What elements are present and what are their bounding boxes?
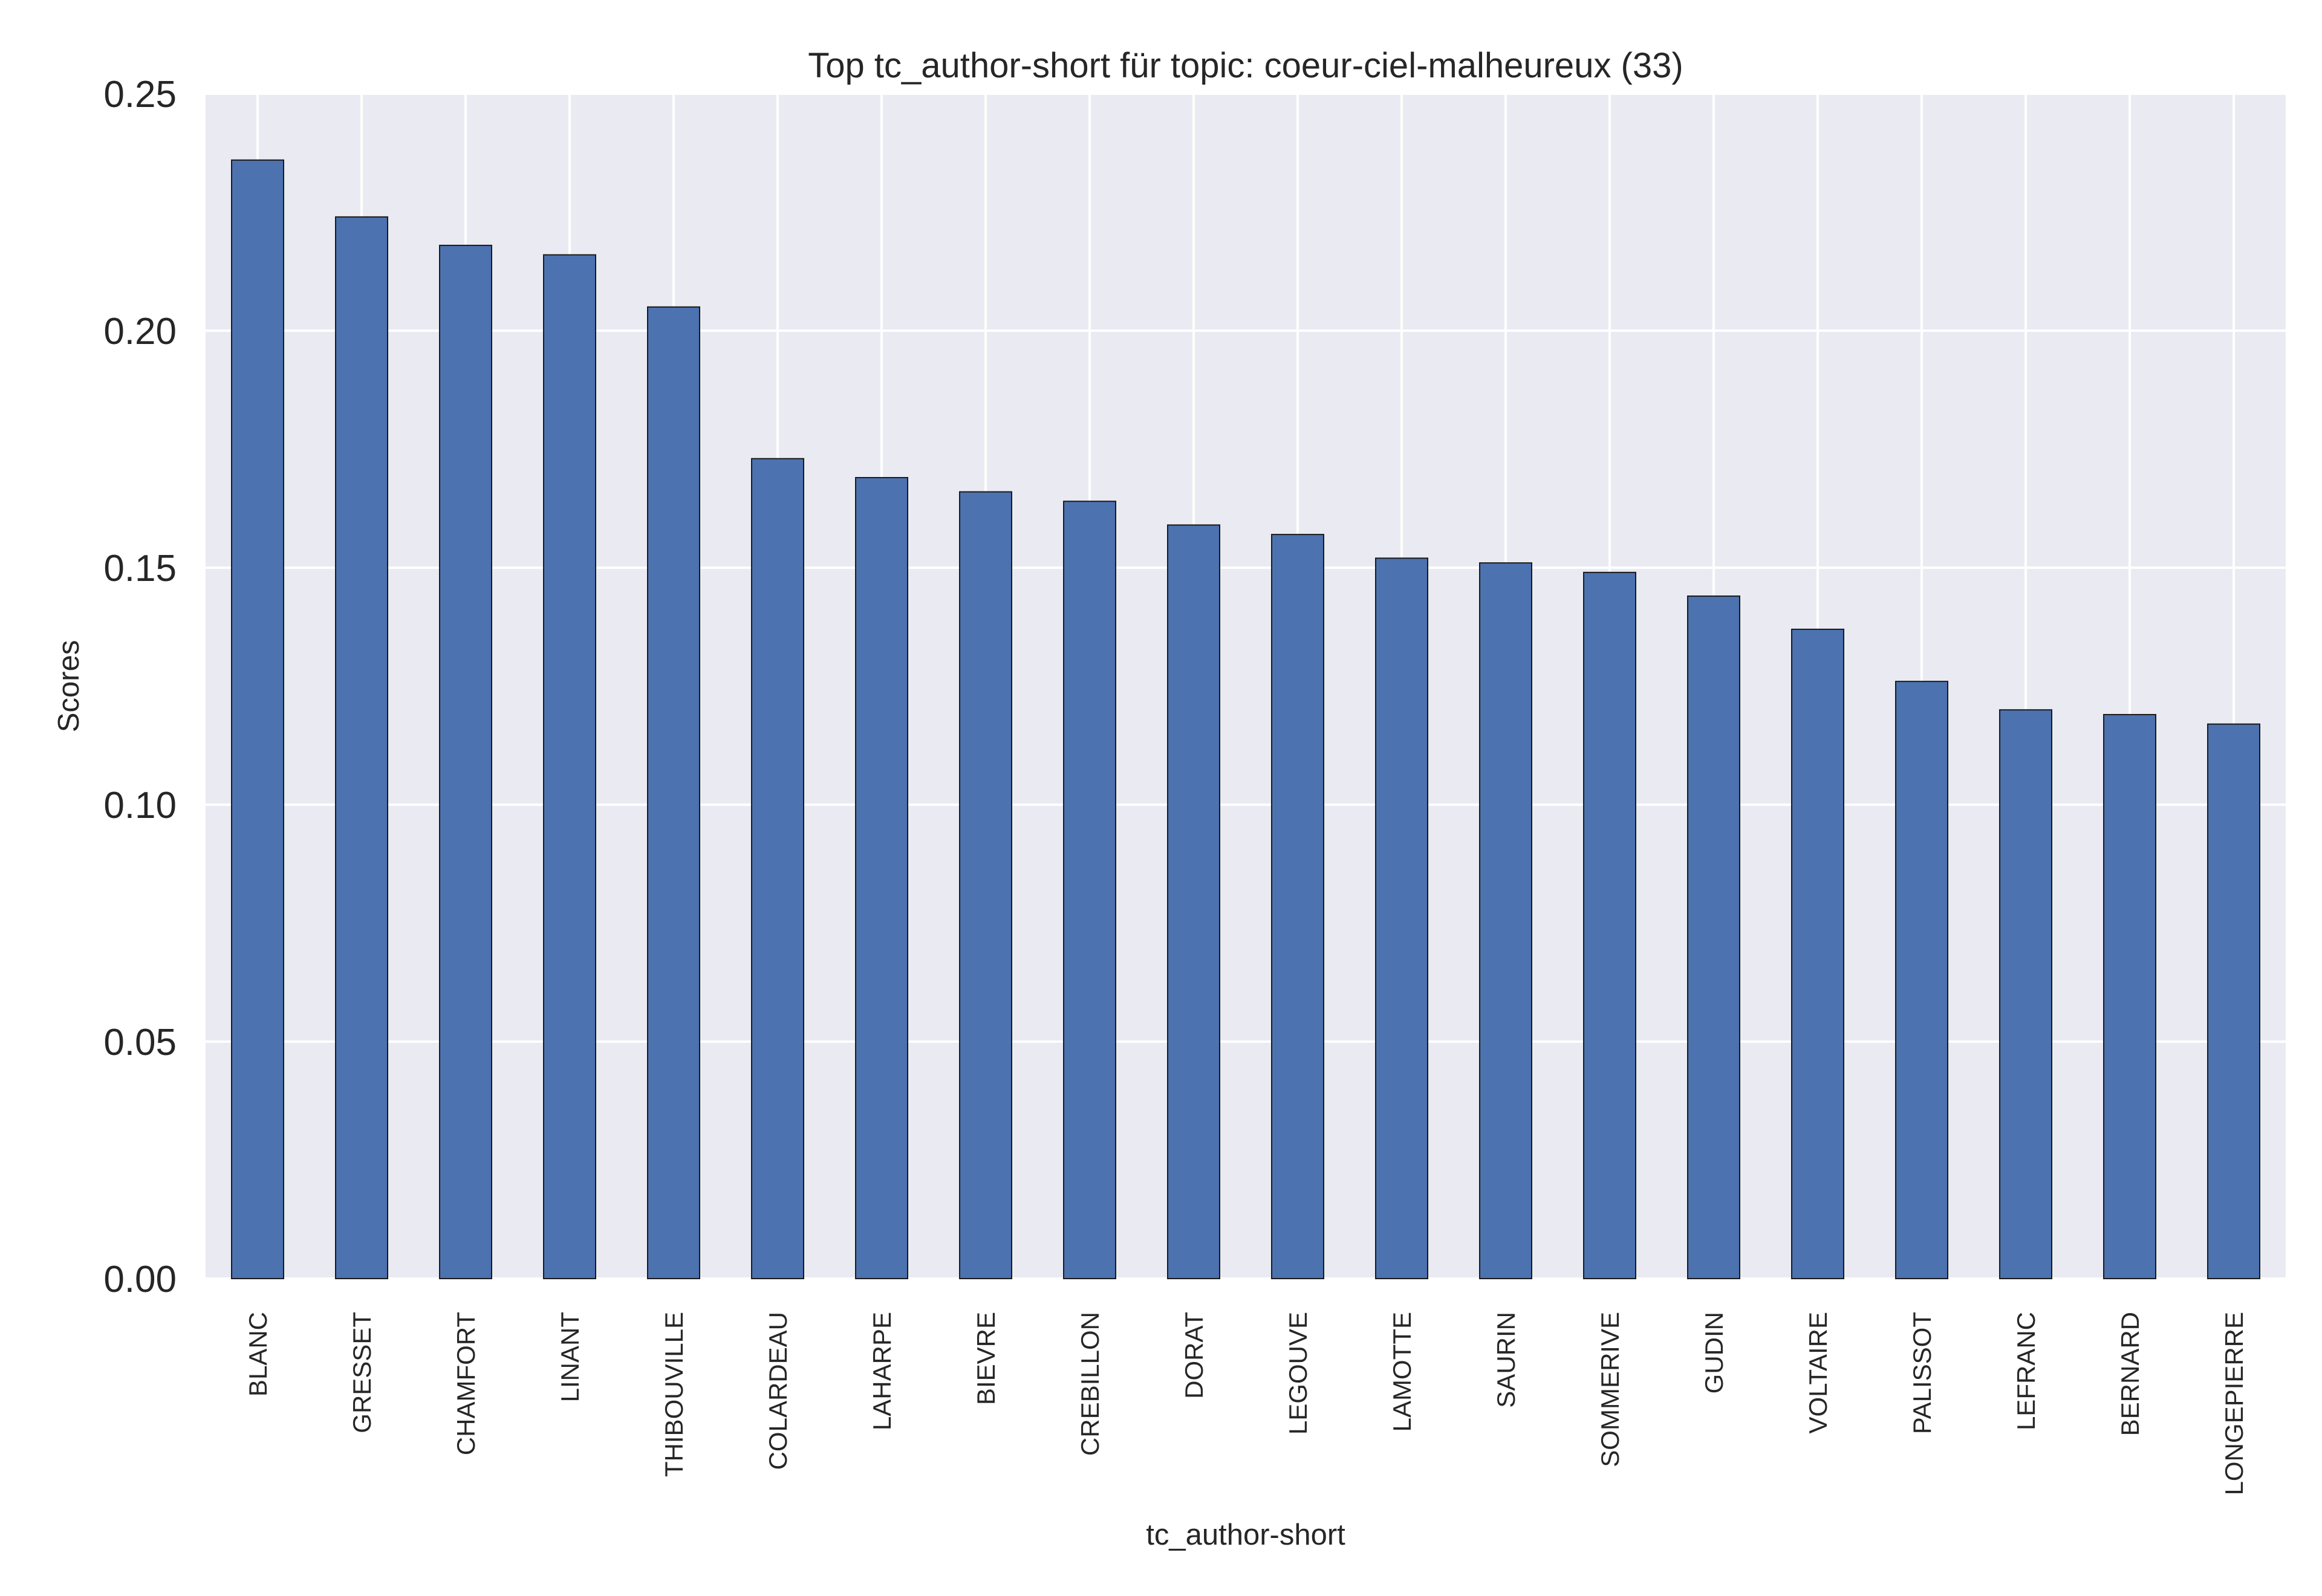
y-tick-label: 0.15 — [103, 548, 177, 589]
x-tick-label: CHAMFORT — [452, 1312, 480, 1455]
x-tick-label: COLARDEAU — [764, 1312, 792, 1470]
plot-background — [206, 94, 2286, 1279]
y-tick-label: 0.25 — [103, 74, 177, 115]
x-axis-label: tc_author-short — [1146, 1519, 1345, 1551]
x-tick-label: LONGEPIERRE — [2220, 1312, 2248, 1495]
x-tick-label: LAHARPE — [868, 1312, 896, 1430]
x-tick-label: CREBILLON — [1076, 1312, 1104, 1456]
bar-linant — [543, 254, 596, 1279]
x-tick-label: SOMMERIVE — [1596, 1312, 1624, 1467]
x-tick-label: PALISSOT — [1908, 1312, 1936, 1434]
bar-longepierre — [2207, 723, 2260, 1279]
bar-dorat — [1167, 524, 1220, 1280]
bar-legouve — [1271, 534, 1324, 1279]
y-tick-label: 0.20 — [103, 311, 177, 352]
bar-gresset — [335, 216, 388, 1280]
y-tick-label: 0.05 — [103, 1022, 177, 1063]
x-tick-label: SAURIN — [1492, 1312, 1520, 1408]
x-tick-label: THIBOUVILLE — [660, 1312, 688, 1477]
bar-gudin — [1687, 595, 1740, 1279]
y-tick-label: 0.10 — [103, 785, 177, 826]
bar-lefranc — [1999, 709, 2052, 1279]
x-tick-label: DORAT — [1180, 1312, 1208, 1399]
x-tick-label: LEGOUVE — [1284, 1312, 1312, 1435]
x-tick-label: BIEVRE — [972, 1312, 1000, 1405]
x-tick-label: LEFRANC — [2012, 1312, 2040, 1430]
bars — [231, 159, 2260, 1280]
y-tick-label: 0.00 — [103, 1259, 177, 1300]
bar-blanc — [231, 159, 284, 1279]
bar-palissot — [1895, 681, 1948, 1280]
y-tick-labels: 0.00 0.05 0.10 0.15 0.20 0.25 — [103, 74, 177, 1300]
bar-chamfort — [439, 244, 492, 1279]
bar-laharpe — [855, 477, 908, 1279]
bar-thibouville — [647, 306, 700, 1279]
bar-saurin — [1479, 562, 1532, 1279]
bar-bievre — [959, 491, 1012, 1279]
x-tick-label: BERNARD — [2116, 1312, 2144, 1436]
x-tick-label: BLANC — [244, 1312, 272, 1396]
chart-title: Top tc_author-short für topic: coeur-cie… — [808, 46, 1683, 85]
x-tick-label: LINANT — [556, 1312, 584, 1402]
x-tick-labels: BLANC GRESSET CHAMFORT LINANT THIBOUVILLE COL… — [244, 1312, 2248, 1495]
bar-lamotte — [1375, 557, 1428, 1280]
x-tick-label: GRESSET — [348, 1312, 376, 1433]
x-tick-label: VOLTAIRE — [1804, 1312, 1832, 1434]
y-axis-label: Scores — [53, 640, 85, 733]
bar-colardeau — [751, 458, 804, 1279]
bar-sommerive — [1583, 571, 1636, 1280]
x-tick-label: LAMOTTE — [1388, 1312, 1416, 1432]
bar-voltaire — [1791, 628, 1844, 1279]
bar-bernard — [2103, 714, 2156, 1280]
bar-crebillon — [1063, 501, 1116, 1279]
x-tick-label: GUDIN — [1700, 1312, 1728, 1393]
